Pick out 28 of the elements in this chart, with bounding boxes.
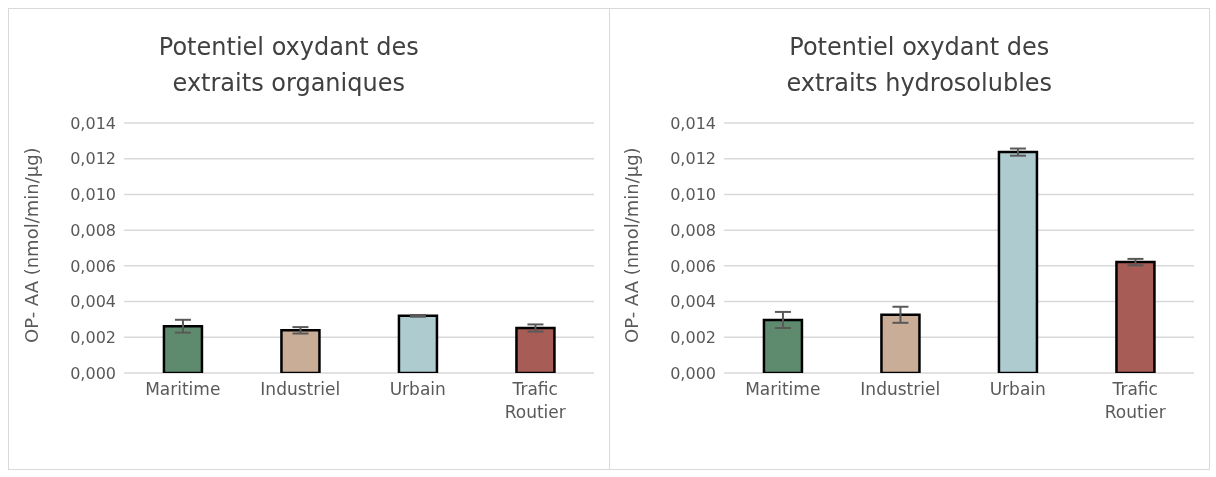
x-tick-label: Industriel	[860, 379, 941, 399]
y-tick-label: 0,006	[69, 256, 116, 276]
y-tick-label: 0,000	[670, 363, 717, 383]
x-tick-label: Trafic Routier	[504, 379, 566, 422]
x-tick-label: Maritime	[144, 379, 221, 399]
x-tick-label: Industriel	[260, 379, 340, 399]
x-tick-label: Urbain	[389, 379, 446, 399]
y-tick-label: 0,004	[670, 292, 717, 312]
x-tick-label: Trafic Routier	[1104, 379, 1167, 422]
y-tick-label: 0,006	[670, 256, 717, 276]
y-tick-label: 0,014	[69, 113, 116, 133]
y-axis-title: OP- AA (nmol/min/µg)	[621, 147, 643, 343]
y-tick-label: 0,002	[670, 327, 717, 347]
x-tick-label: Maritime	[745, 379, 821, 399]
chart-title: Potentiel oxydant des extraits organiques	[157, 32, 420, 99]
chart-title: Potentiel oxydant des extraits hydrosolubles	[785, 32, 1054, 99]
y-tick-label: 0,004	[69, 292, 116, 312]
y-tick-label: 0,012	[670, 149, 717, 169]
y-tick-label: 0,012	[69, 149, 116, 169]
y-tick-label: 0,000	[69, 363, 116, 383]
y-tick-label: 0,002	[69, 327, 116, 347]
y-axis-title: OP- AA (nmol/min/µg)	[21, 147, 43, 343]
x-tick-label: Urbain	[989, 379, 1047, 399]
y-tick-label: 0,008	[670, 220, 717, 240]
y-tick-label: 0,010	[670, 185, 717, 205]
y-tick-label: 0,010	[69, 185, 116, 205]
y-tick-label: 0,014	[670, 113, 717, 133]
y-tick-label: 0,008	[69, 220, 116, 240]
